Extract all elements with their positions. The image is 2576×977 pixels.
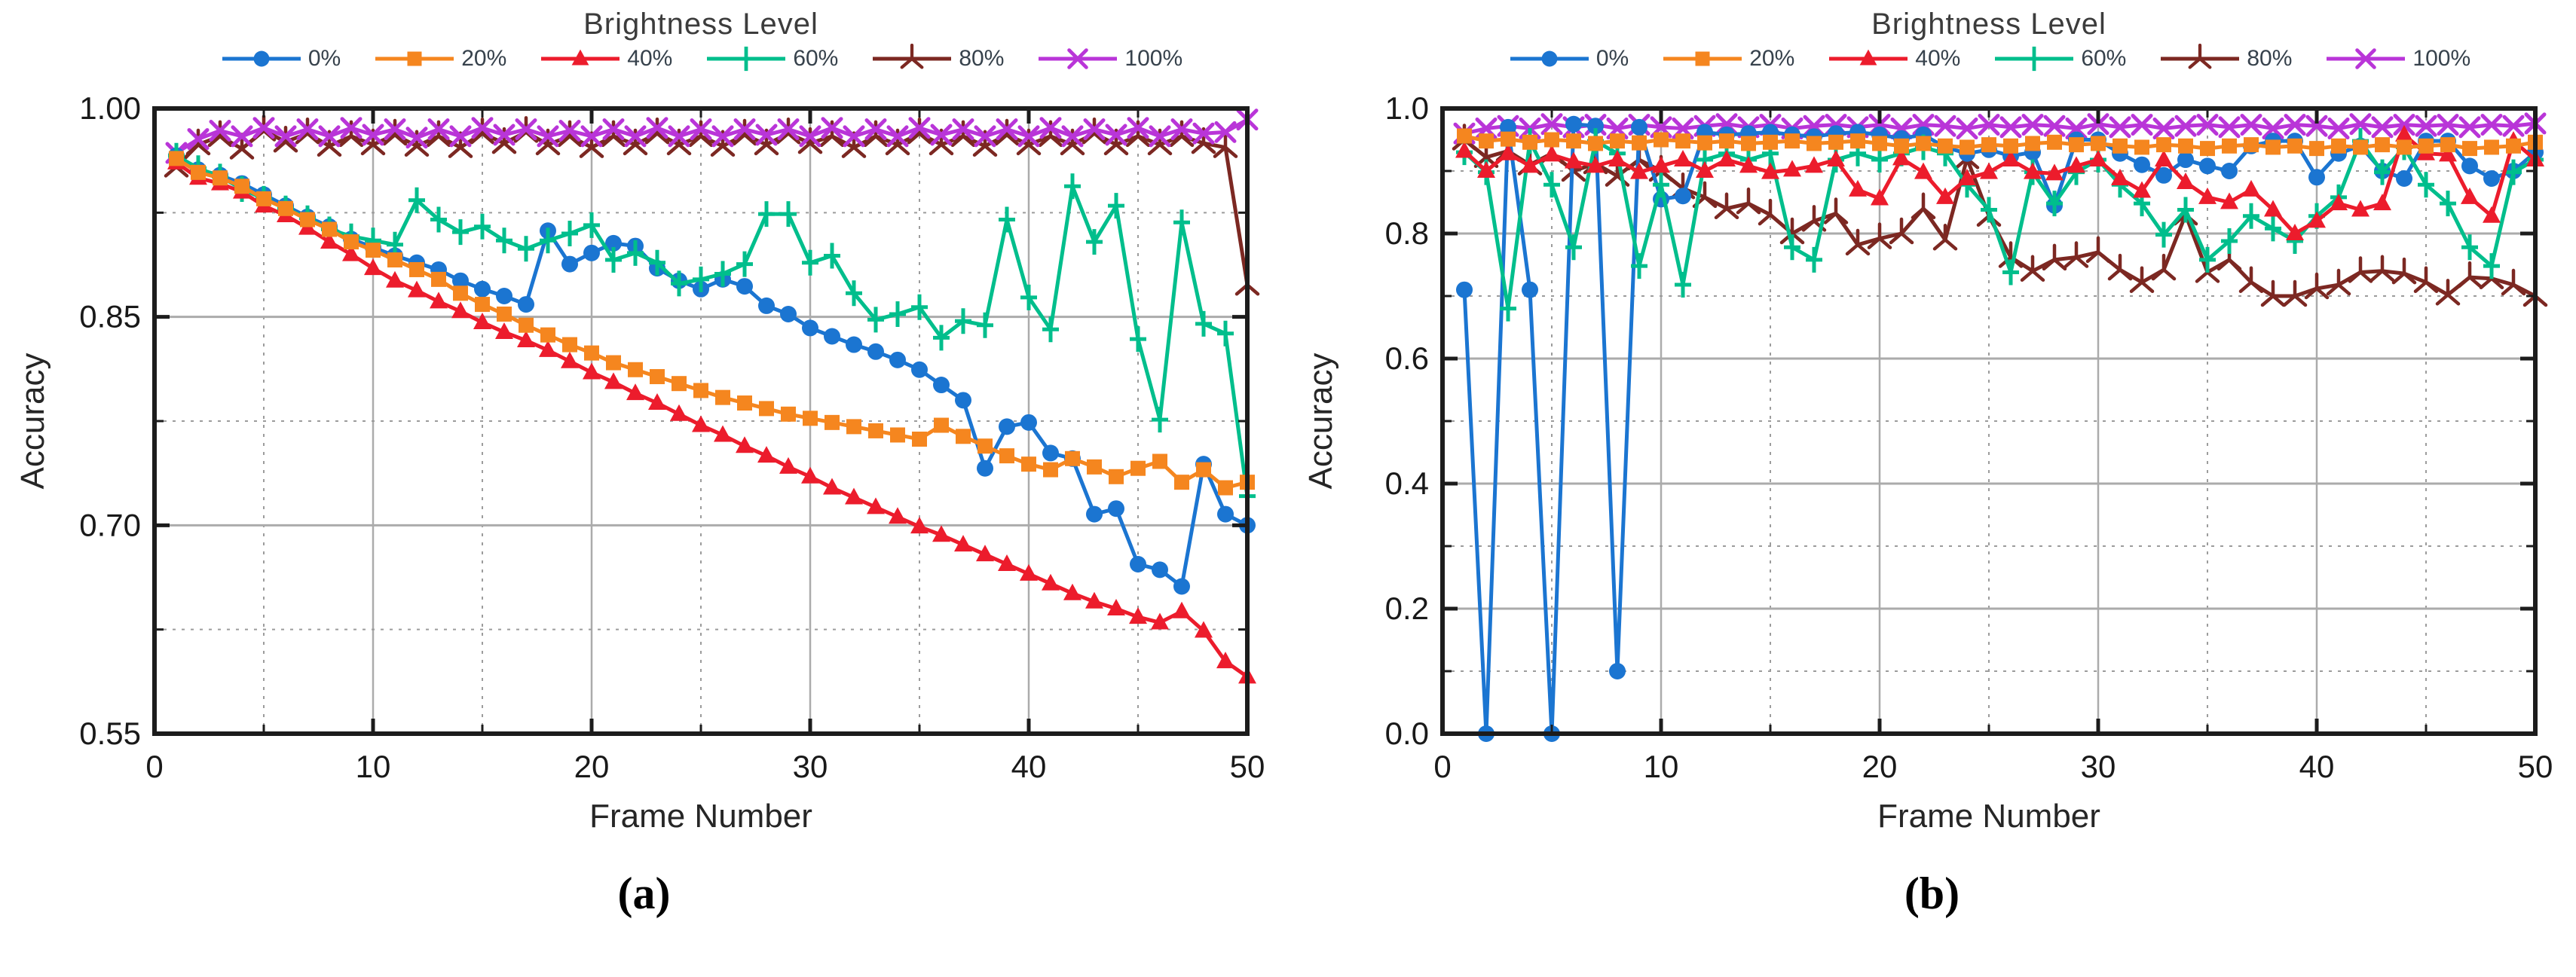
legend-item-40pct: 40% bbox=[538, 44, 672, 74]
x-tick-label: 20 bbox=[1862, 749, 1898, 784]
legend-label: 0% bbox=[1595, 46, 1629, 71]
x-tick-label: 20 bbox=[574, 749, 610, 784]
x-tick-label: 0 bbox=[145, 749, 163, 784]
plus-marker-icon bbox=[1995, 46, 2074, 72]
legend-item-20pct: 20% bbox=[372, 44, 506, 74]
triangle-marker-icon bbox=[541, 49, 620, 66]
x-axis-label: Frame Number bbox=[589, 798, 812, 835]
y-tick-label: 0.8 bbox=[1385, 215, 1429, 251]
legend-item-100pct: 100% bbox=[2324, 44, 2470, 74]
line-plot-a: 0 10 20 30 40 50 1.00 0.85 0.70 0.55 Frame Number A… bbox=[14, 90, 1265, 835]
legend-label: 40% bbox=[1915, 46, 1961, 71]
plus-marker-icon bbox=[707, 46, 786, 72]
series-20pct bbox=[169, 151, 1255, 496]
triangle-marker-icon bbox=[1829, 49, 1908, 66]
legend-label: 20% bbox=[1749, 46, 1795, 71]
x-tick-label: 40 bbox=[1011, 749, 1047, 784]
chart-title: Brightness Level bbox=[583, 8, 818, 41]
legend-item-60pct: 60% bbox=[1992, 44, 2126, 74]
legend: 0% 20% 40% 60% 80% 100% bbox=[154, 44, 1247, 74]
legend-item-100pct: 100% bbox=[1036, 44, 1182, 74]
x-tick-label: 0 bbox=[1433, 749, 1451, 784]
series-80pct bbox=[164, 114, 1260, 296]
tick-labels: 0 10 20 30 40 50 1.00 0.85 0.70 0.55 bbox=[79, 90, 1265, 784]
legend-item-20pct: 20% bbox=[1660, 44, 1794, 74]
legend-label: 20% bbox=[461, 46, 507, 71]
x-tick-label: 30 bbox=[793, 749, 828, 784]
line-plot-b: 0 10 20 30 40 50 1.0 0.8 0.6 0.4 0.2 0.0 Frame Numbe… bbox=[1302, 90, 2553, 835]
x-tick-label: 40 bbox=[2299, 749, 2335, 784]
legend-label: 100% bbox=[1124, 46, 1183, 71]
x-tick-label: 10 bbox=[356, 749, 391, 784]
x-marker-icon bbox=[2327, 48, 2406, 69]
legend-label: 80% bbox=[2247, 46, 2293, 71]
series-group bbox=[164, 108, 1260, 684]
square-marker-icon bbox=[1663, 51, 1742, 66]
series-60pct bbox=[168, 142, 1256, 509]
circle-marker-icon bbox=[1510, 50, 1589, 67]
x-tick-label: 30 bbox=[2081, 749, 2116, 784]
legend-item-80pct: 80% bbox=[870, 44, 1004, 74]
y-tick-label: 0.85 bbox=[79, 299, 141, 334]
legend: 0% 20% 40% 60% 80% 100% bbox=[1442, 44, 2535, 74]
legend-label: 80% bbox=[959, 46, 1005, 71]
y-tick-label: 0.6 bbox=[1385, 340, 1429, 376]
tick-labels: 0 10 20 30 40 50 1.0 0.8 0.6 0.4 0.2 0.0 bbox=[1385, 90, 2553, 784]
y-tick-label: 0.4 bbox=[1385, 466, 1429, 501]
series-100pct bbox=[165, 108, 1259, 164]
chart-title: Brightness Level bbox=[1871, 8, 2106, 41]
x-tick-label: 10 bbox=[1644, 749, 1679, 784]
legend-label: 40% bbox=[627, 46, 673, 71]
axes-frame bbox=[1440, 106, 2538, 736]
x-axis-label: Frame Number bbox=[1877, 798, 2100, 835]
series-0pct bbox=[168, 147, 1256, 595]
y-tick-label: 0.0 bbox=[1385, 716, 1429, 751]
chart-panel-a: Brightness Level 0% 20% 40% 60% 80% 100% 0 10 2… bbox=[14, 8, 1265, 918]
y-tick-label: 0.55 bbox=[79, 716, 141, 751]
legend-label: 60% bbox=[2081, 46, 2127, 71]
legend-item-0pct: 0% bbox=[219, 44, 341, 74]
x-marker-icon bbox=[1039, 48, 1118, 69]
x-tick-label: 50 bbox=[1230, 749, 1265, 784]
legend-item-80pct: 80% bbox=[2158, 44, 2292, 74]
y-tick-label: 0.2 bbox=[1385, 591, 1429, 626]
subfigure-caption-b: (b) bbox=[1904, 869, 1960, 918]
x-tick-label: 50 bbox=[2518, 749, 2553, 784]
legend-item-60pct: 60% bbox=[704, 44, 838, 74]
y-axis-label: Accuracy bbox=[14, 353, 51, 490]
series-40pct bbox=[1455, 124, 2544, 240]
star-marker-icon bbox=[873, 44, 952, 69]
series-40pct bbox=[167, 152, 1256, 684]
legend-label: 60% bbox=[793, 46, 839, 71]
circle-marker-icon bbox=[222, 50, 301, 67]
y-tick-label: 1.0 bbox=[1385, 90, 1429, 126]
series-20pct bbox=[1457, 128, 2543, 157]
star-marker-icon bbox=[2161, 44, 2240, 69]
legend-label: 100% bbox=[2412, 46, 2471, 71]
y-tick-label: 0.70 bbox=[79, 507, 141, 542]
legend-item-40pct: 40% bbox=[1826, 44, 1960, 74]
y-tick-label: 1.00 bbox=[79, 90, 141, 126]
subfigure-caption-a: (a) bbox=[617, 869, 671, 918]
y-axis-label: Accuracy bbox=[1302, 353, 1339, 490]
chart-panel-b: Brightness Level 0% 20% 40% 60% 80% 100% 0 10 2… bbox=[1288, 0, 2576, 977]
legend-label: 0% bbox=[307, 46, 341, 71]
legend-item-0pct: 0% bbox=[1507, 44, 1629, 74]
axes-frame bbox=[152, 106, 1250, 736]
square-marker-icon bbox=[375, 51, 454, 66]
series-group bbox=[1452, 112, 2548, 742]
